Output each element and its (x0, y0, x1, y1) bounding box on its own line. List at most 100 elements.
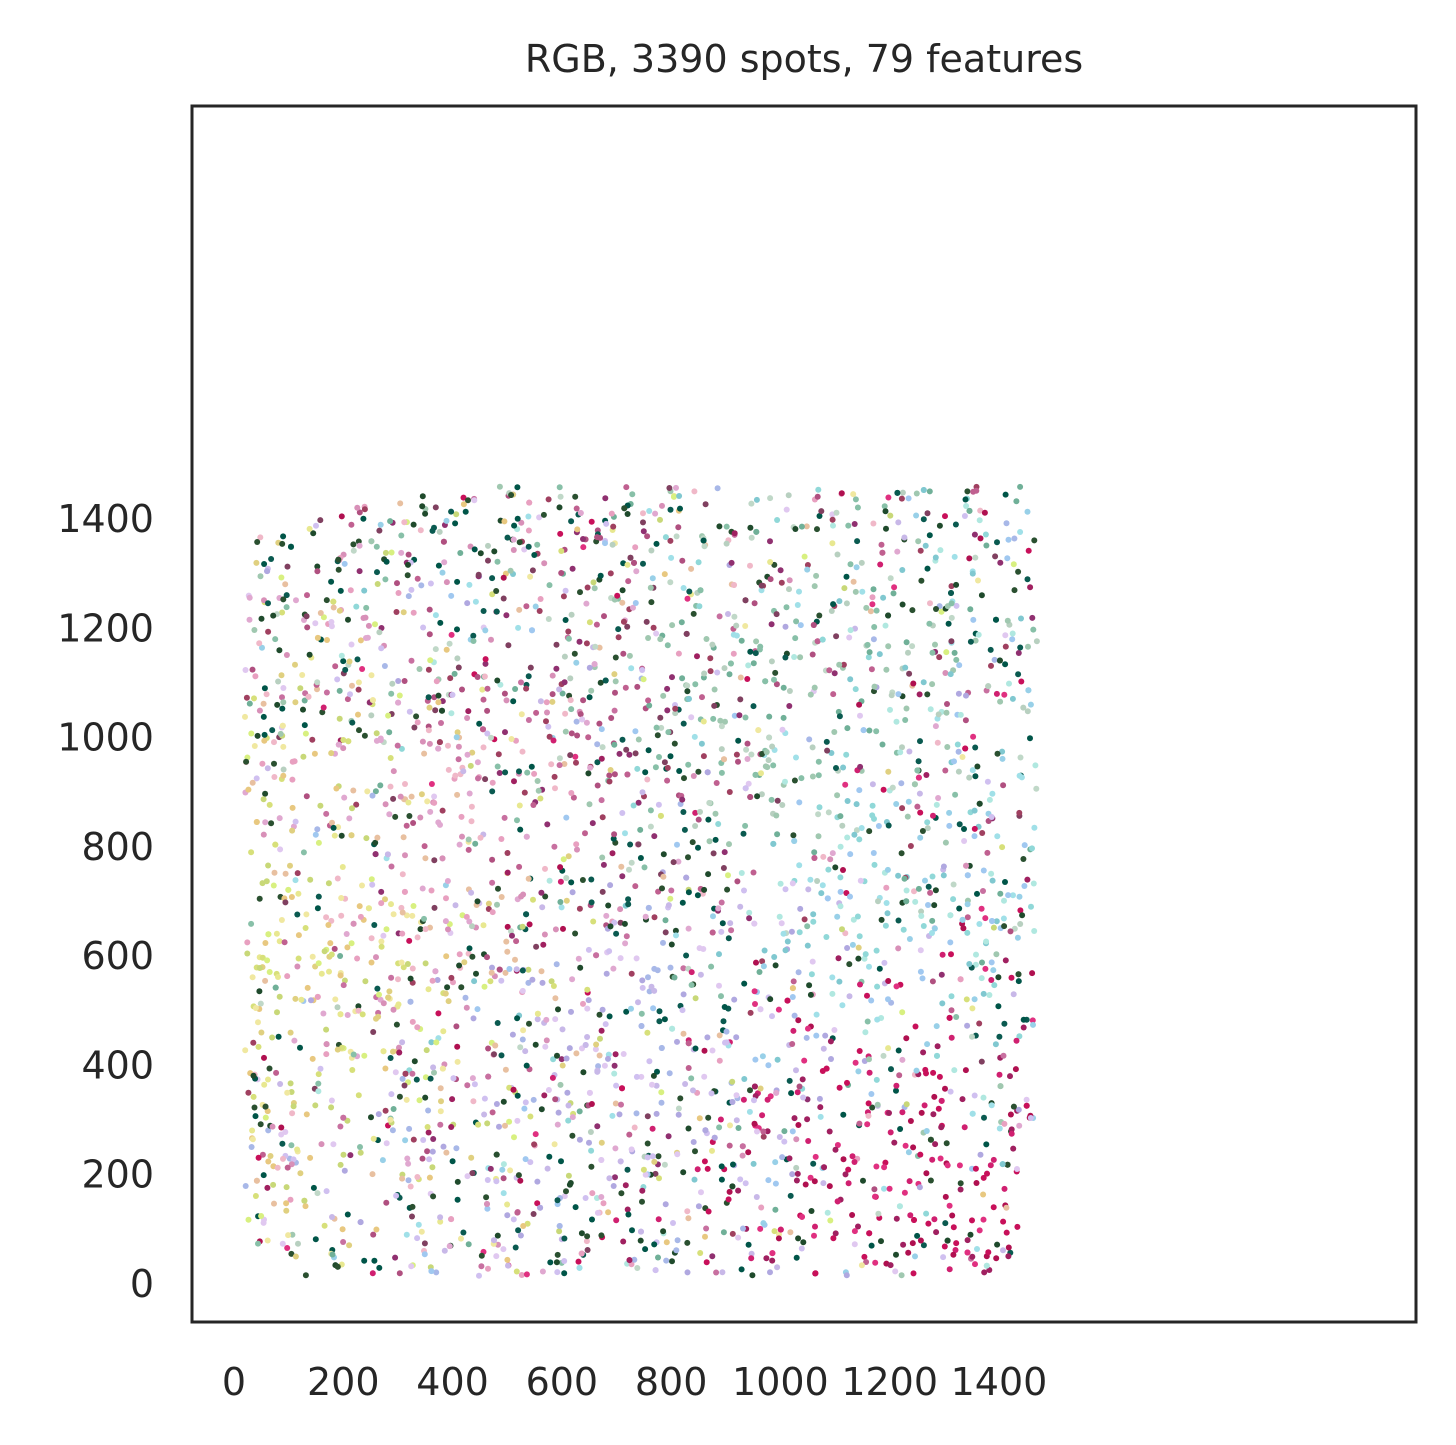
spot (1007, 1111, 1014, 1118)
spot (482, 776, 489, 783)
spot (873, 728, 880, 735)
spot (409, 1213, 415, 1220)
spot (405, 1160, 412, 1167)
spot (775, 1006, 782, 1013)
spot (1003, 520, 1010, 527)
spot (794, 1170, 801, 1177)
spot (953, 581, 960, 588)
spot (248, 920, 255, 927)
spot (782, 778, 788, 785)
spot (868, 997, 875, 1004)
spot (376, 527, 383, 534)
spot (335, 556, 342, 563)
spot (500, 1161, 507, 1168)
spot (684, 682, 691, 689)
spot (727, 1122, 733, 1129)
spot (901, 875, 908, 882)
spot (455, 756, 462, 763)
spot (893, 801, 900, 807)
spot (489, 591, 496, 598)
spot (760, 1220, 767, 1227)
spot (778, 579, 785, 586)
spot (740, 830, 747, 837)
spot (402, 1070, 409, 1077)
spot (578, 1250, 585, 1257)
spot (606, 948, 613, 955)
spot (932, 723, 939, 730)
spot (591, 585, 598, 592)
spot (858, 559, 865, 566)
spot (735, 758, 741, 765)
spot (261, 1081, 268, 1088)
spot (261, 685, 268, 692)
spot (972, 773, 979, 780)
spot (929, 1156, 936, 1163)
spot (548, 978, 555, 985)
spot (596, 1011, 603, 1018)
spot (796, 588, 802, 595)
spot (257, 1121, 264, 1128)
spot (894, 489, 901, 496)
spot (956, 1162, 963, 1169)
spot (401, 1082, 408, 1089)
spot (531, 552, 538, 558)
spot (434, 977, 441, 983)
spot (1031, 824, 1038, 831)
spot (768, 796, 775, 803)
spot (655, 1254, 661, 1261)
spot (964, 1249, 971, 1256)
spot (776, 913, 783, 920)
spot (330, 598, 337, 605)
spot (248, 849, 255, 856)
spot (851, 521, 858, 527)
spot (623, 1008, 630, 1015)
spot (811, 849, 818, 856)
spot (561, 1270, 568, 1277)
spot (419, 493, 426, 500)
spot (480, 744, 487, 751)
spot (576, 905, 583, 912)
spot (840, 1111, 847, 1118)
spot (628, 665, 635, 672)
spot (345, 616, 351, 623)
spot (731, 712, 738, 719)
spot (314, 679, 321, 686)
spot (314, 563, 321, 570)
spot (980, 1191, 987, 1198)
spot (625, 578, 632, 585)
spot (249, 666, 256, 673)
spot (974, 890, 980, 897)
spot (858, 1262, 865, 1269)
spot (870, 850, 877, 856)
spot (774, 1056, 781, 1063)
spot (347, 691, 353, 698)
spot (789, 985, 796, 992)
spot (599, 854, 606, 861)
spot (857, 877, 864, 884)
spot (885, 996, 891, 1003)
spot (342, 666, 349, 673)
spot (864, 992, 870, 999)
spot (856, 701, 863, 708)
spot (830, 691, 837, 698)
spot (813, 1032, 820, 1039)
spot (852, 1059, 859, 1066)
spot (632, 728, 639, 735)
spot (887, 1262, 894, 1269)
spot (315, 1088, 322, 1095)
spot (771, 1228, 778, 1235)
spot (789, 1041, 796, 1047)
spot (758, 582, 765, 589)
spot (752, 650, 759, 657)
spot (433, 1039, 440, 1046)
spot (831, 670, 838, 677)
spot (383, 1140, 390, 1147)
spot (242, 713, 248, 720)
spot (429, 1164, 436, 1171)
spot (568, 730, 575, 737)
spot (635, 841, 642, 848)
spot (274, 701, 281, 708)
spot (382, 896, 388, 903)
spot (421, 1240, 428, 1247)
spot (852, 496, 859, 503)
